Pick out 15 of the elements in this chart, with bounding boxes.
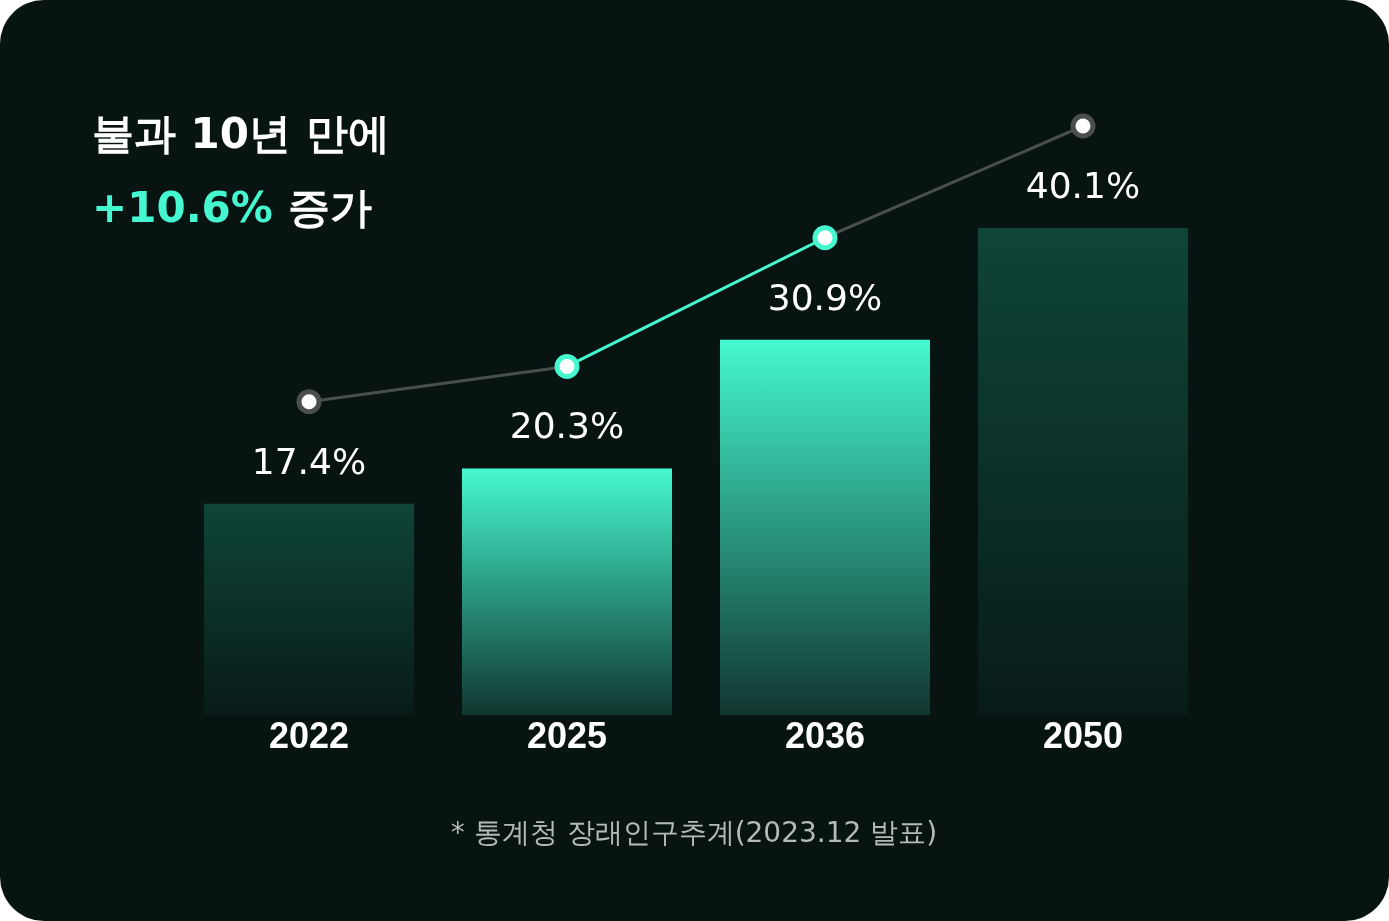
chart-subtitle: +10.6% 증가 (92, 183, 372, 232)
text: * 통계청 장래인구추계(2023.12 발표) (450, 816, 938, 849)
data-label: 40.1% (1025, 165, 1141, 206)
bar (461, 468, 673, 715)
bar (977, 228, 1189, 715)
bar (719, 339, 931, 715)
x-tick-label: 2025 (526, 715, 608, 756)
x-tick-label: 2036 (784, 715, 866, 756)
x-tick-label: 2022 (268, 715, 350, 756)
data-label: 30.9% (767, 276, 883, 318)
data-label: 17.4% (251, 440, 367, 482)
bar (203, 503, 415, 715)
data-label: 20.3% (509, 405, 625, 447)
chart-title: 불과 10년 만에 (92, 109, 390, 158)
x-tick-label: 2050 (1042, 715, 1124, 756)
